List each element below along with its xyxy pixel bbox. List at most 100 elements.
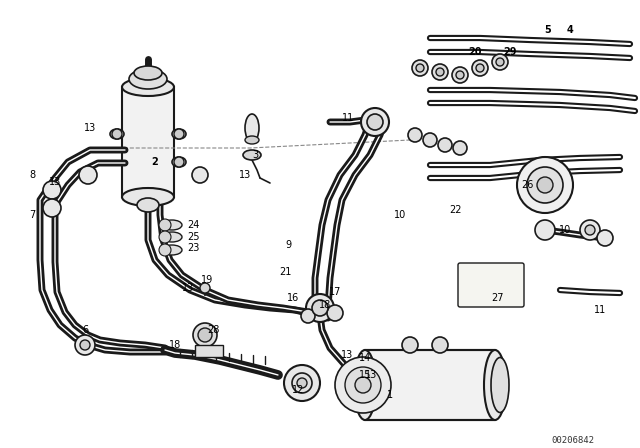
Circle shape [408,128,422,142]
Ellipse shape [243,150,261,160]
Circle shape [476,64,484,72]
Circle shape [159,219,171,231]
Text: 24: 24 [187,220,199,230]
Circle shape [361,108,389,136]
Text: 11: 11 [342,113,354,123]
Ellipse shape [245,136,259,144]
Circle shape [456,71,464,79]
Circle shape [327,305,343,321]
Circle shape [174,129,184,139]
Text: 28: 28 [207,325,219,335]
Circle shape [80,340,90,350]
Circle shape [306,294,334,322]
Circle shape [472,60,488,76]
Text: 13: 13 [84,123,96,133]
Circle shape [438,138,452,152]
Ellipse shape [110,129,124,139]
Ellipse shape [162,232,182,242]
Bar [195,345,223,357]
Ellipse shape [245,114,259,142]
Circle shape [284,365,320,401]
Circle shape [159,244,171,256]
Circle shape [436,68,444,76]
Circle shape [335,357,391,413]
Text: 5: 5 [545,25,552,35]
Bar [365,350,495,420]
Circle shape [537,177,553,193]
Text: 20: 20 [468,47,482,57]
Circle shape [423,133,437,147]
Text: 18: 18 [169,340,181,350]
Text: 10: 10 [394,210,406,220]
Text: 11: 11 [594,305,606,315]
Circle shape [496,58,504,66]
Circle shape [297,378,307,388]
Ellipse shape [162,220,182,230]
Circle shape [345,367,381,403]
Text: 10: 10 [559,225,571,235]
Circle shape [453,141,467,155]
Ellipse shape [484,350,506,420]
Text: 29: 29 [503,47,516,57]
FancyBboxPatch shape [458,263,524,307]
Circle shape [301,309,315,323]
Bar [122,87,174,197]
Ellipse shape [162,245,182,255]
Text: 26: 26 [521,180,533,190]
Text: 3: 3 [252,150,258,160]
Circle shape [43,181,61,199]
Circle shape [432,64,448,80]
Text: 14: 14 [359,353,371,363]
Text: 13: 13 [365,370,377,380]
Text: 12: 12 [292,385,304,395]
Text: 21: 21 [279,267,291,277]
Text: 16: 16 [287,293,299,303]
Text: 13: 13 [341,350,353,360]
Circle shape [402,337,418,353]
Circle shape [75,335,95,355]
Ellipse shape [122,78,174,96]
Ellipse shape [122,188,174,206]
Circle shape [597,230,613,246]
Ellipse shape [172,157,186,167]
Text: 00206842: 00206842 [552,435,595,444]
Circle shape [193,323,217,347]
Circle shape [492,54,508,70]
Circle shape [174,157,184,167]
Ellipse shape [129,69,167,89]
Text: 18: 18 [319,300,331,310]
Text: 9: 9 [285,240,291,250]
Text: 22: 22 [449,205,461,215]
Text: 13: 13 [239,170,251,180]
Circle shape [198,328,212,342]
Circle shape [517,157,573,213]
Ellipse shape [172,129,186,139]
Text: 15: 15 [359,370,371,380]
Circle shape [535,220,555,240]
Text: 25: 25 [187,232,199,242]
Circle shape [43,199,61,217]
Text: 27: 27 [492,293,504,303]
Ellipse shape [491,358,509,413]
Circle shape [200,283,210,293]
Circle shape [416,64,424,72]
Text: 6: 6 [82,325,88,335]
Circle shape [192,167,208,183]
Circle shape [355,377,371,393]
Circle shape [112,129,122,139]
Text: 19: 19 [201,275,213,285]
Circle shape [159,231,171,243]
Circle shape [79,166,97,184]
Text: 7: 7 [29,210,35,220]
Circle shape [585,225,595,235]
Ellipse shape [354,350,376,420]
Text: 13: 13 [182,283,194,293]
Ellipse shape [134,66,162,80]
Circle shape [292,373,312,393]
Text: 1: 1 [387,390,393,400]
Circle shape [452,67,468,83]
Text: 13: 13 [49,177,61,187]
Circle shape [432,337,448,353]
Circle shape [312,300,328,316]
Circle shape [580,220,600,240]
